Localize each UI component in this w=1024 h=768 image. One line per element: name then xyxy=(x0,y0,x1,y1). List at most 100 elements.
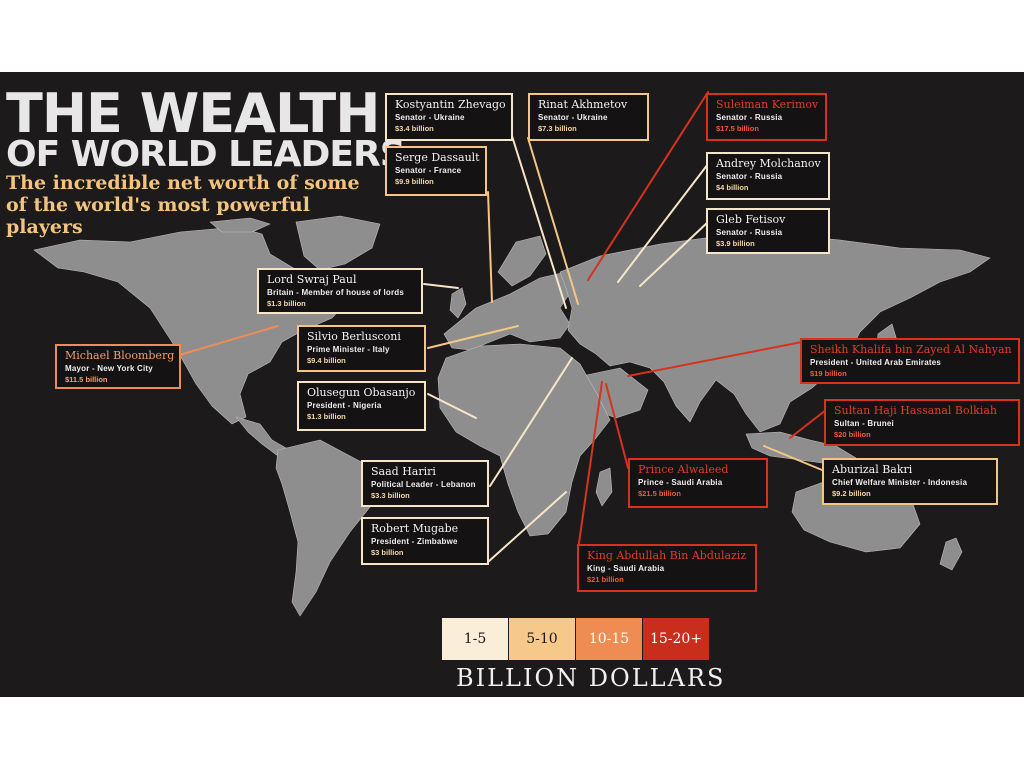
leader-worth: $21 billion xyxy=(587,575,624,584)
leader-worth: $3.3 billion xyxy=(371,491,410,500)
leader-title: Britain - Member of house of lords xyxy=(267,288,405,297)
legend-tier-1-5: 1-5 xyxy=(442,618,508,660)
leader-worth: $9.4 billion xyxy=(307,356,346,365)
connector-bakri xyxy=(763,445,823,471)
connector-fetisov xyxy=(639,221,709,287)
leader-title: Prince - Saudi Arabia xyxy=(638,478,723,487)
leader-name: Gleb Fetisov xyxy=(716,213,786,226)
connector-hariri xyxy=(489,357,573,487)
connector-dassault xyxy=(487,191,493,303)
connector-akhmetov xyxy=(527,137,579,305)
legend-title: BILLION DOLLARS xyxy=(456,664,726,692)
leader-title: King - Saudi Arabia xyxy=(587,564,665,573)
leader-title: President - Nigeria xyxy=(307,401,382,410)
legend-tier-10-15: 10-15 xyxy=(576,618,642,660)
leader-worth: $1.3 billion xyxy=(267,299,306,308)
leader-name: Rinat Akhmetov xyxy=(538,98,628,111)
leader-title: Senator - Ukraine xyxy=(395,113,465,122)
leader-worth: $3.9 billion xyxy=(716,239,755,248)
leader-title: Sultan - Brunei xyxy=(834,419,894,428)
leader-title: Senator - Russia xyxy=(716,228,783,237)
card-bloomberg: Michael Bloomberg Mayor - New York City … xyxy=(55,344,181,389)
card-hariri: Saad Hariri Political Leader - Lebanon $… xyxy=(361,460,489,507)
card-bolkiah: Sultan Haji Hassanal Bolkiah Sultan - Br… xyxy=(824,399,1020,446)
leader-name: Silvio Berlusconi xyxy=(307,330,401,343)
leader-name: Olusegun Obasanjo xyxy=(307,386,416,399)
connector-berlusconi xyxy=(427,325,519,349)
connector-swrajpaul xyxy=(423,283,459,289)
leader-title: President - United Arab Emirates xyxy=(810,358,942,367)
africa-landmass xyxy=(437,343,611,537)
leader-worth: $3.4 billion xyxy=(395,124,434,133)
card-zhevago: Kostyantin Zhevago Senator - Ukraine $3.… xyxy=(385,93,513,141)
card-alwaleed: Prince Alwaleed Prince - Saudi Arabia $2… xyxy=(628,458,768,508)
connector-molchanov xyxy=(617,163,709,283)
connector-zhevago xyxy=(511,135,567,309)
leader-name: Saad Hariri xyxy=(371,465,436,478)
europe-landmass xyxy=(443,271,573,351)
card-swraj-paul: Lord Swraj Paul Britain - Member of hous… xyxy=(257,268,423,314)
connector-alwaleed xyxy=(605,383,629,469)
leader-worth: $20 billion xyxy=(834,430,871,439)
card-fetisov: Gleb Fetisov Senator - Russia $3.9 billi… xyxy=(706,208,830,254)
card-bakri: Aburizal Bakri Chief Welfare Minister - … xyxy=(822,458,998,505)
connector-obasanjo xyxy=(427,393,477,419)
leader-title: Senator - Russia xyxy=(716,113,783,122)
connector-bolkiah xyxy=(789,409,827,439)
leader-worth: $11.5 billion xyxy=(65,375,108,384)
legend-tier-15-20: 15-20+ xyxy=(643,618,709,660)
leader-worth: $21.5 billion xyxy=(638,489,681,498)
card-molchanov: Andrey Molchanov Senator - Russia $4 bil… xyxy=(706,152,830,200)
legend: 1-5 5-10 10-15 15-20+ xyxy=(442,618,710,660)
canadian-arctic-islands xyxy=(209,217,271,233)
leader-title: President - Zimbabwe xyxy=(371,537,458,546)
connector-khalifa xyxy=(627,341,803,377)
leader-title: Senator - France xyxy=(395,166,462,175)
madagascar xyxy=(595,467,613,507)
connector-kerimov xyxy=(587,91,709,281)
new-zealand xyxy=(939,537,963,571)
card-abdullah: King Abdullah Bin Abdulaziz King - Saudi… xyxy=(577,544,757,592)
leader-name: Suleiman Kerimov xyxy=(716,98,819,111)
card-dassault: Serge Dassault Senator - France $9.9 bil… xyxy=(385,146,487,196)
card-khalifa: Sheikh Khalifa bin Zayed Al Nahyan Presi… xyxy=(800,338,1020,384)
leader-name: King Abdullah Bin Abdulaziz xyxy=(587,549,747,562)
title-line-1: THE WEALTH xyxy=(6,82,380,145)
leader-worth: $7.3 billion xyxy=(538,124,577,133)
card-mugabe: Robert Mugabe President - Zimbabwe $3 bi… xyxy=(361,517,489,565)
leader-name: Prince Alwaleed xyxy=(638,463,729,476)
leader-title: Senator - Ukraine xyxy=(538,113,608,122)
card-obasanjo: Olusegun Obasanjo President - Nigeria $1… xyxy=(297,381,426,431)
infographic-canvas: THE WEALTH OF WORLD LEADERS The incredib… xyxy=(0,72,1024,697)
leader-title: Chief Welfare Minister - Indonesia xyxy=(832,478,968,487)
leader-name: Robert Mugabe xyxy=(371,522,459,535)
connector-bloomberg xyxy=(175,325,279,357)
leader-name: Sheikh Khalifa bin Zayed Al Nahyan xyxy=(810,343,1012,356)
leader-name: Sultan Haji Hassanal Bolkiah xyxy=(834,404,997,417)
leader-name: Serge Dassault xyxy=(395,151,480,164)
leader-worth: $1.3 billion xyxy=(307,412,346,421)
leader-worth: $9.2 billion xyxy=(832,489,871,498)
leader-worth: $9.9 billion xyxy=(395,177,434,186)
card-berlusconi: Silvio Berlusconi Prime Minister - Italy… xyxy=(297,325,426,372)
legend-tier-5-10: 5-10 xyxy=(509,618,575,660)
connector-abdullah xyxy=(577,381,603,551)
leader-name: Kostyantin Zhevago xyxy=(395,98,506,111)
leader-name: Lord Swraj Paul xyxy=(267,273,357,286)
leader-name: Aburizal Bakri xyxy=(832,463,913,476)
leader-title: Political Leader - Lebanon xyxy=(371,480,476,489)
leader-title: Prime Minister - Italy xyxy=(307,345,390,354)
card-kerimov: Suleiman Kerimov Senator - Russia $17.5 … xyxy=(706,93,827,141)
leader-worth: $3 billion xyxy=(371,548,404,557)
title-line-2: OF WORLD LEADERS xyxy=(6,134,406,175)
leader-worth: $4 billion xyxy=(716,183,749,192)
leader-name: Michael Bloomberg xyxy=(65,349,175,362)
card-akhmetov: Rinat Akhmetov Senator - Ukraine $7.3 bi… xyxy=(528,93,649,141)
british-isles xyxy=(449,287,467,319)
leader-worth: $17.5 billion xyxy=(716,124,759,133)
asia-landmass xyxy=(559,233,991,433)
scandinavia-landmass xyxy=(497,235,547,287)
connector-mugabe xyxy=(487,491,567,563)
greenland-landmass xyxy=(295,215,381,271)
leader-title: Mayor - New York City xyxy=(65,364,153,373)
